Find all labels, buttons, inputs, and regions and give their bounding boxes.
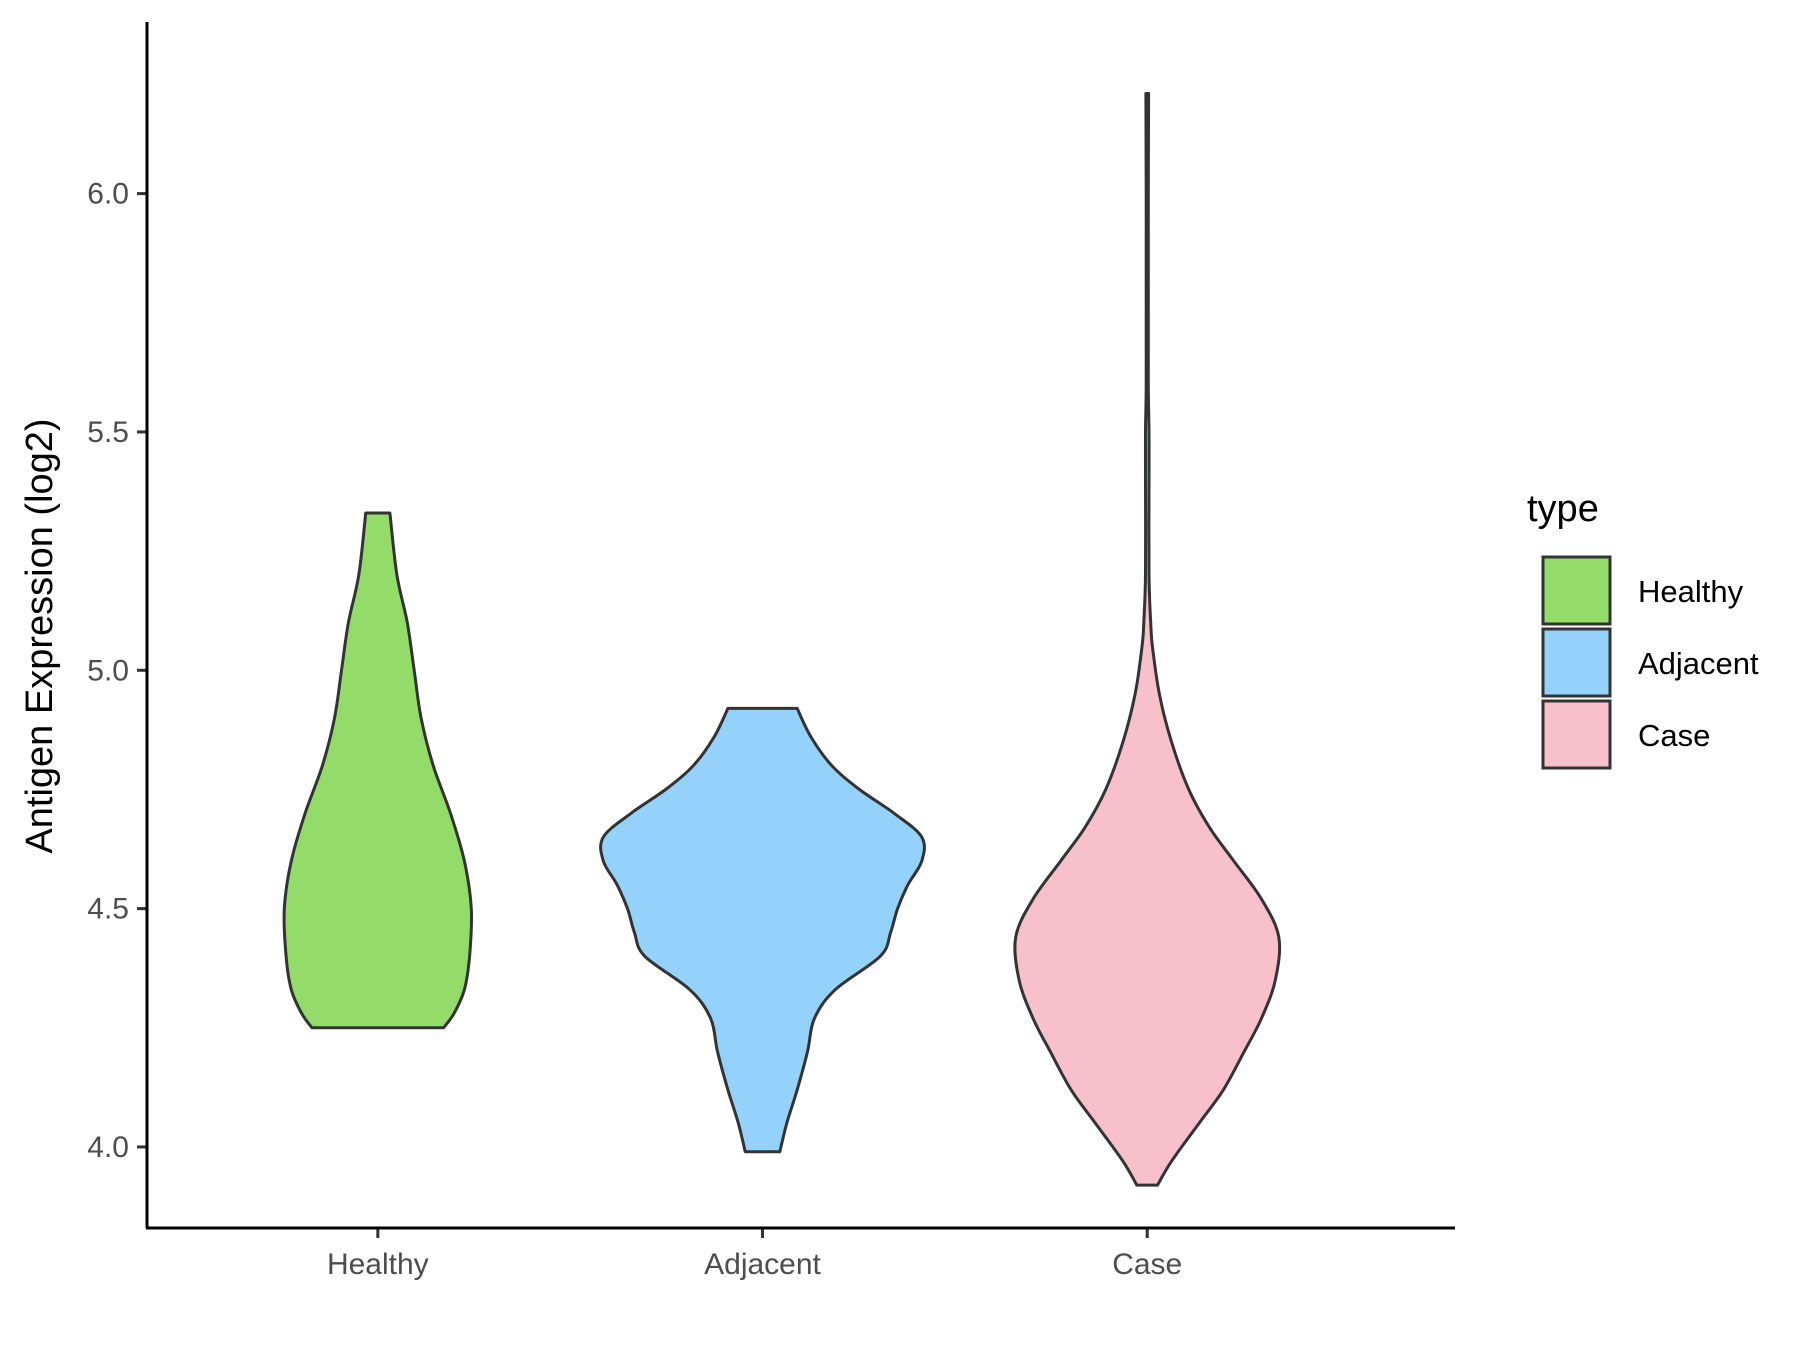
y-tick-label: 5.5	[87, 416, 129, 449]
legend-title: type	[1527, 488, 1599, 530]
legend-label-healthy: Healthy	[1638, 574, 1744, 609]
legend-label-adjacent: Adjacent	[1638, 646, 1759, 681]
y-tick-label: 4.0	[87, 1131, 129, 1164]
x-tick-label: Adjacent	[704, 1248, 821, 1281]
legend: type Healthy Adjacent Case	[1527, 488, 1759, 770]
x-tick-label: Case	[1112, 1248, 1182, 1281]
y-tick-label: 5.0	[87, 654, 129, 687]
legend-key-adjacent	[1541, 627, 1612, 698]
legend-key-case	[1541, 699, 1612, 770]
legend-key-healthy	[1541, 555, 1612, 626]
x-tick-label: Healthy	[327, 1248, 429, 1281]
y-tick-label: 4.5	[87, 893, 129, 926]
violin-layer	[282, 92, 1282, 1187]
violin-adjacent	[599, 706, 926, 1154]
y-axis-ticks: 4.0 4.5 5.0 5.5 6.0	[87, 178, 147, 1164]
x-axis-ticks: Healthy Adjacent Case	[327, 1228, 1182, 1281]
violin-case	[1013, 92, 1282, 1187]
legend-label-case: Case	[1638, 718, 1710, 753]
violin-healthy	[282, 511, 474, 1030]
y-tick-label: 6.0	[87, 178, 129, 211]
y-axis-title: Antigen Expression (log2)	[19, 418, 61, 853]
